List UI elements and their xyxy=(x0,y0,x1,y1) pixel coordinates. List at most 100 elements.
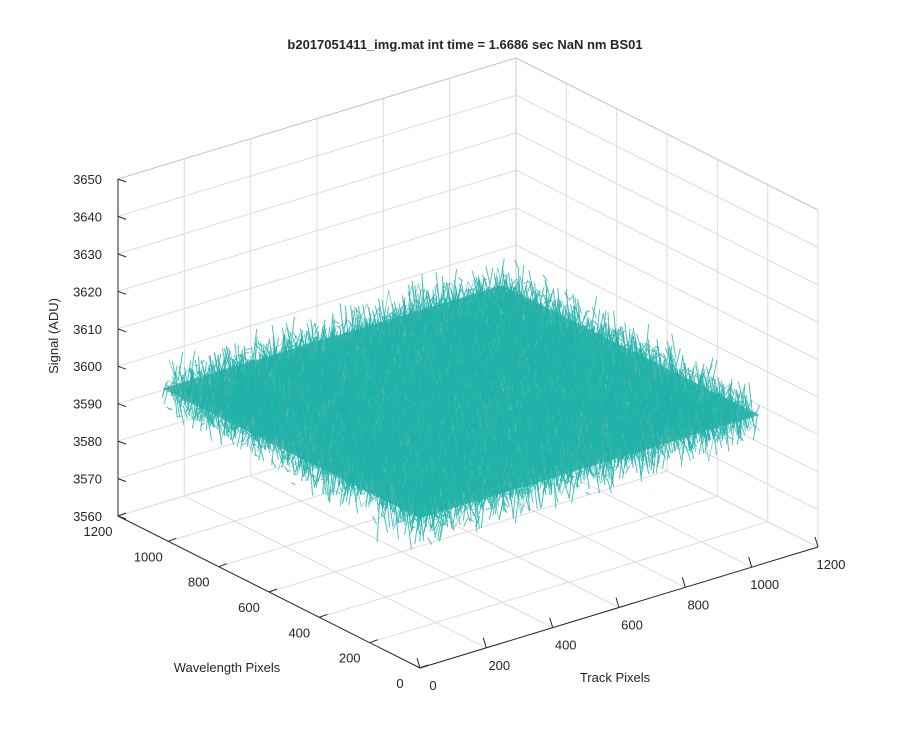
surface-segment xyxy=(606,384,612,405)
surface-segment xyxy=(580,345,586,377)
surface-segment xyxy=(715,391,721,403)
surface-segment xyxy=(517,328,523,334)
surface-segment xyxy=(728,392,734,429)
surface-segment xyxy=(542,304,548,310)
grid-line-wall-z xyxy=(117,94,517,217)
surface-segment xyxy=(532,305,538,329)
surface-segment xyxy=(563,291,570,300)
surface-segment xyxy=(587,349,593,374)
surface-segment xyxy=(652,351,658,367)
surface-segment xyxy=(423,289,429,303)
surface-segment xyxy=(742,411,748,427)
surface-segment xyxy=(489,358,495,371)
surface-segment xyxy=(387,311,393,317)
box-top-edge xyxy=(117,57,517,180)
surface-segment xyxy=(437,320,444,333)
surface-mesh xyxy=(161,259,761,550)
surface-segment xyxy=(562,379,568,390)
surface-segment xyxy=(468,333,475,348)
surface-segment xyxy=(545,296,551,326)
surface-segment xyxy=(632,336,638,355)
surface-segment xyxy=(512,278,518,284)
surface-segment xyxy=(754,405,761,416)
surface-segment xyxy=(466,288,471,292)
surface-segment xyxy=(686,416,693,439)
surface-segment xyxy=(565,390,571,402)
surface-segment xyxy=(697,372,704,396)
surface-segment xyxy=(708,415,714,439)
surface-segment xyxy=(418,328,424,344)
grid-line-wall-z xyxy=(515,169,819,323)
surface-segment xyxy=(629,407,635,437)
surface-segment xyxy=(377,298,384,320)
surface-segment xyxy=(686,369,692,373)
surface-segment xyxy=(620,404,626,409)
surface-segment xyxy=(482,278,487,281)
surface-segment xyxy=(746,399,753,411)
surface-segment xyxy=(710,414,716,427)
surface-segment xyxy=(539,287,545,307)
surface-segment xyxy=(716,429,723,449)
surface-segment xyxy=(648,451,655,467)
surface-segment xyxy=(576,299,582,314)
surface-segment xyxy=(587,395,593,400)
surface-segment xyxy=(591,327,597,345)
surface-segment xyxy=(660,451,666,458)
surface-segment xyxy=(694,419,700,443)
surface-segment xyxy=(591,336,597,368)
chart-title: b2017051411_img.mat int time = 1.6686 se… xyxy=(287,37,642,52)
surface-segment xyxy=(631,449,637,464)
surface-segment xyxy=(675,348,681,367)
surface-segment xyxy=(415,297,421,311)
surface-segment xyxy=(633,359,639,365)
surface-segment xyxy=(712,359,718,381)
surface-segment xyxy=(725,433,731,439)
surface-segment xyxy=(652,353,658,383)
surface-segment xyxy=(698,367,704,386)
surface-segment xyxy=(508,376,514,386)
surface-segment xyxy=(736,412,743,445)
surface-segment xyxy=(746,399,752,416)
surface-segment xyxy=(740,423,746,436)
surface-segment xyxy=(515,303,521,335)
surface-segment xyxy=(740,383,746,400)
surface-segment xyxy=(674,404,680,434)
surface-segment xyxy=(604,415,610,420)
grid-line-wall-z xyxy=(117,244,517,367)
surface-segment xyxy=(586,337,592,349)
surface-segment xyxy=(547,300,553,303)
surface-segment xyxy=(582,354,588,372)
surface-segment xyxy=(712,410,719,432)
surface-segment xyxy=(499,287,505,304)
surface-segment xyxy=(716,426,722,443)
surface-segment xyxy=(528,270,534,293)
surface-segment xyxy=(499,279,506,312)
surface-segment xyxy=(648,457,654,466)
grid-line-wall-z xyxy=(515,244,819,398)
surface-segment xyxy=(487,345,493,356)
grid-line-floor-y xyxy=(369,521,768,644)
surface-segment xyxy=(520,297,526,317)
surface-segment xyxy=(726,397,732,412)
surface-segment xyxy=(693,383,699,400)
surface-segment xyxy=(575,337,581,348)
surface-segment xyxy=(752,414,759,441)
surface-segment xyxy=(473,326,479,342)
surface-segment xyxy=(600,389,606,401)
surface-segment xyxy=(485,266,491,286)
surface-segment xyxy=(688,433,694,435)
grid-line-wall-z xyxy=(117,132,517,255)
surface-segment xyxy=(502,360,508,382)
surface-segment xyxy=(738,399,744,404)
surface-segment xyxy=(690,415,696,452)
surface-segment xyxy=(610,334,616,336)
grid-line-wall-z xyxy=(117,169,517,292)
surface-segment xyxy=(651,429,657,436)
surface-segment xyxy=(575,310,581,324)
grid-line-floor-y xyxy=(268,470,668,593)
surface-segment xyxy=(607,346,613,365)
surface-segment xyxy=(606,405,612,410)
surface-segment xyxy=(660,431,666,439)
surface-segment xyxy=(514,259,520,271)
surface-segment xyxy=(731,389,737,446)
